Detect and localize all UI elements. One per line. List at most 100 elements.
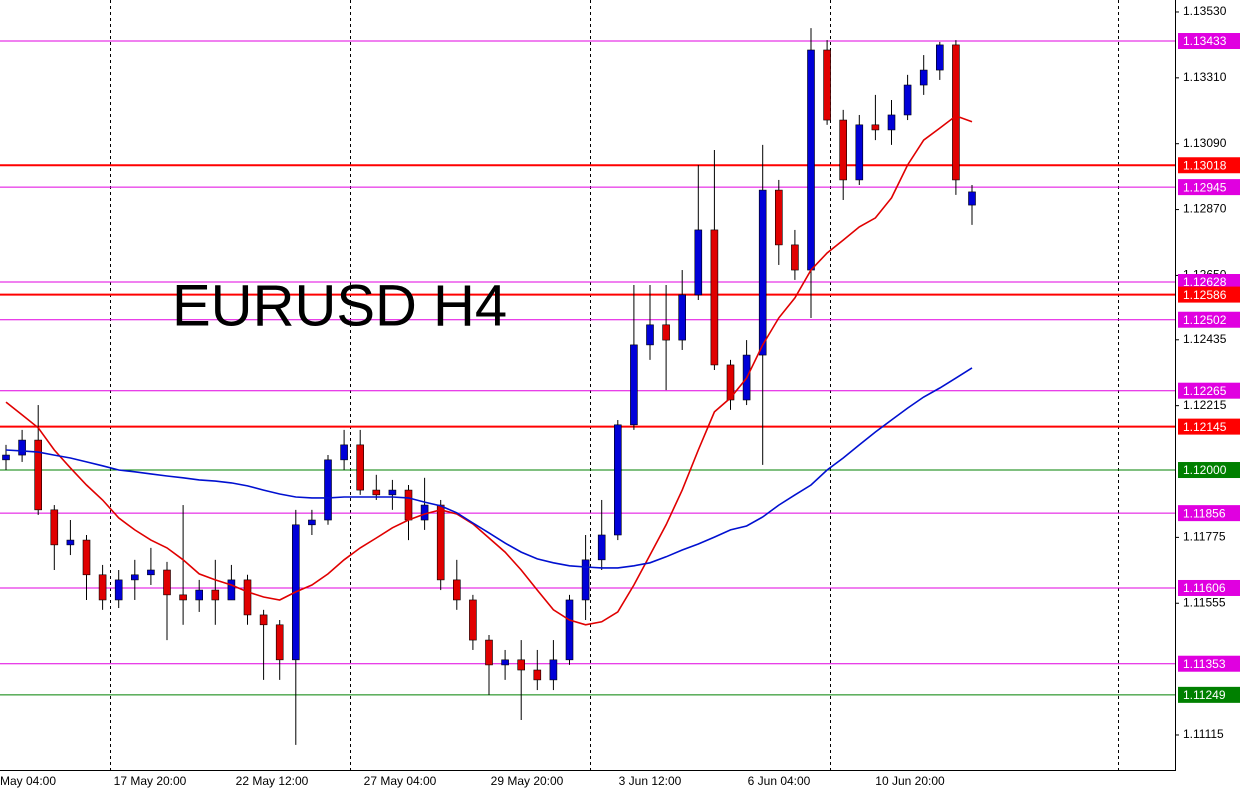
moving-average-line [5,114,973,626]
level-label: 1.12145 [1183,420,1227,434]
candle-body [919,69,928,86]
level-label-box [1178,274,1240,291]
candle-body [694,229,703,296]
level-label-box [1178,157,1240,174]
candle-body [275,624,284,661]
candles [2,28,976,745]
level-label-box [1178,33,1240,50]
time-axis-background [0,771,1176,793]
level-label-box [1178,418,1240,435]
candle-body [2,454,10,461]
x-tick-label: 17 May 20:00 [114,774,187,788]
x-tick-label: 6 Jun 04:00 [748,774,811,788]
y-tick-label: 1.12870 [1183,202,1227,216]
level-label-box [1178,179,1240,196]
level-label: 1.11606 [1183,581,1226,595]
chart-annotation: EURUSD H4 [172,273,507,338]
candle-body [774,189,783,246]
level-label-box [1178,382,1240,399]
level-label: 1.12265 [1183,384,1227,398]
candle-body [903,84,912,116]
candle-body [469,599,477,641]
candle-body [678,294,687,341]
level-label: 1.12945 [1183,180,1227,194]
candle-body [324,459,332,521]
candle-body [114,579,123,601]
y-tick-label: 1.12435 [1183,332,1227,346]
x-tick-label: 29 May 20:00 [491,774,564,788]
candle-body [436,504,445,581]
level-label: 1.12502 [1183,313,1227,327]
level-label: 1.13433 [1183,34,1227,48]
y-tick-label: 1.13310 [1183,70,1227,84]
x-tick-label: 10 Jun 20:00 [875,774,945,788]
level-label-box [1178,286,1240,303]
level-label: 1.11249 [1183,688,1226,702]
level-label: 1.12000 [1183,463,1227,477]
candle-body [807,49,815,271]
candle-body [259,614,268,626]
candle-body [758,189,767,356]
candle-body [34,439,43,511]
candle-body [163,569,171,596]
candle-body [82,539,91,576]
time-labels: May 04:00 17 May 20:00 22 May 12:00 27 May … [0,774,945,788]
candle-body [227,579,236,601]
time-grid [110,0,1119,770]
candle-body [887,114,896,131]
candle-body [613,424,622,536]
candle-body [855,124,864,181]
level-label: 1.13018 [1183,158,1227,172]
level-label-box [1178,686,1240,703]
x-tick-label: 3 Jun 12:00 [619,774,682,788]
x-tick-label: May 04:00 [0,774,56,788]
candle-body [823,49,831,121]
candle-body [791,244,799,271]
candle-body [308,519,316,526]
candle-body [646,324,654,346]
candle-body [372,489,381,496]
candle-body [501,659,509,666]
candle-body [388,489,397,496]
candle-body [485,639,493,666]
candle-body [18,439,26,456]
candle-body [597,534,606,561]
moving-averages [5,114,973,626]
candle-body [211,589,220,601]
candle-body [243,579,252,616]
candle-body [968,191,976,206]
candle-body [452,579,461,601]
candle-body [147,569,155,576]
level-label-box [1178,462,1240,479]
moving-average-line [5,367,973,569]
candle-body [98,574,107,601]
candle-body [50,509,59,546]
candle-body [581,559,590,601]
y-tick-label: 1.11555 [1183,595,1226,609]
candle-body [630,344,638,426]
candle-body [533,669,542,681]
candle-body [935,44,944,71]
candle-body [179,594,187,601]
y-tick-label: 1.11775 [1183,530,1226,544]
candle-body [710,229,719,366]
candle-body [66,539,75,546]
x-tick-label: 22 May 12:00 [236,774,309,788]
candle-body [549,659,558,681]
candle-body [662,324,670,341]
y-tick-label: 1.13530 [1183,4,1227,18]
level-label: 1.11353 [1183,657,1226,671]
candle-body [726,364,735,401]
y-tick-label: 1.13090 [1183,136,1227,150]
candle-body [131,574,139,581]
level-label-box [1178,311,1240,328]
x-tick-label: 27 May 04:00 [364,774,437,788]
candle-body [871,124,880,131]
candle-body [340,444,348,461]
level-label-box [1178,505,1240,522]
candle-body [839,119,848,181]
level-label-box [1178,579,1240,596]
